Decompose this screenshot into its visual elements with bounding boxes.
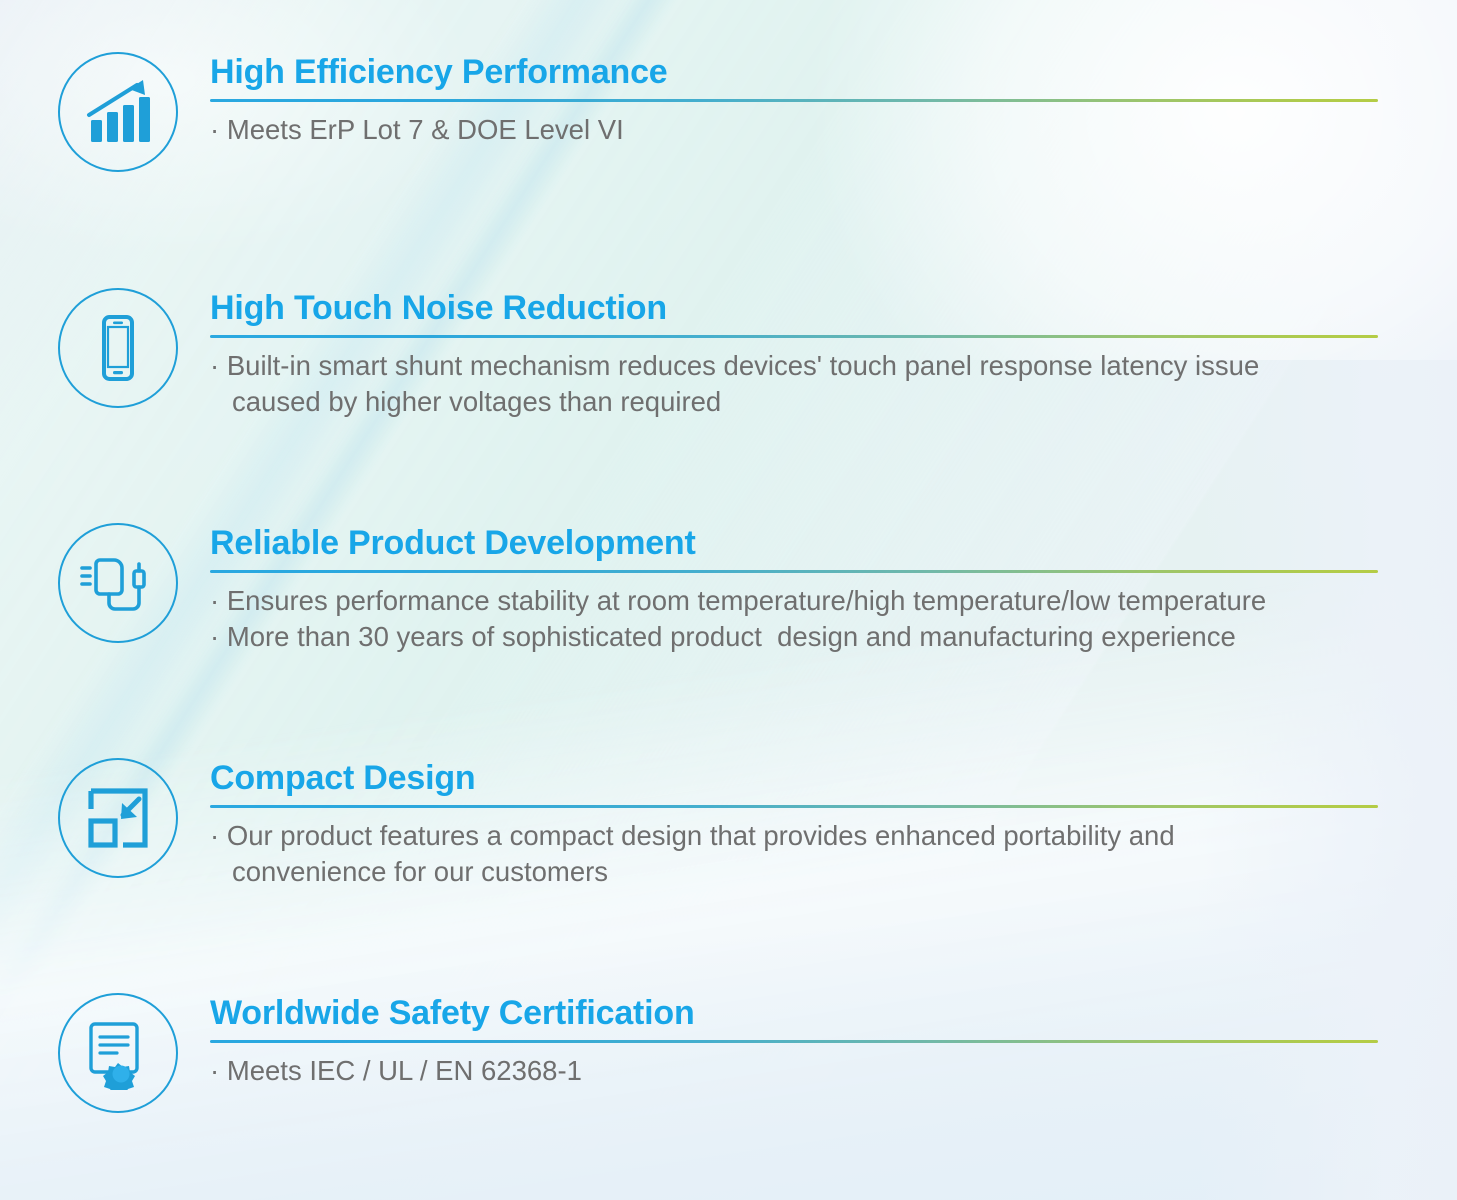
feature-bullets: · Our product features a compact design … bbox=[210, 818, 1378, 890]
feature-bullet-line: · More than 30 years of sophisticated pr… bbox=[210, 619, 1378, 655]
feature-divider bbox=[210, 99, 1378, 102]
feature-body: Worldwide Safety Certification · Meets I… bbox=[210, 993, 1378, 1089]
bullet-text: Meets IEC / UL / EN 62368-1 bbox=[226, 1055, 582, 1086]
feature-bullets: · Built-in smart shunt mechanism reduces… bbox=[210, 348, 1378, 420]
feature-bullet-line: · Meets ErP Lot 7 & DOE Level VI bbox=[210, 112, 1378, 148]
feature-bullet-line-continuation: caused by higher voltages than required bbox=[232, 386, 722, 417]
bullet-text: Our product features a compact design th… bbox=[226, 820, 1175, 851]
bullet-text: More than 30 years of sophisticated prod… bbox=[226, 621, 1236, 652]
feature-divider bbox=[210, 1040, 1378, 1043]
feature-bullet-line: · Our product features a compact design … bbox=[210, 818, 1378, 854]
bullet-mark: · bbox=[210, 621, 220, 652]
feature-bullet-line: · Meets IEC / UL / EN 62368-1 bbox=[210, 1053, 1378, 1089]
bullet-text: Built-in smart shunt mechanism reduces d… bbox=[226, 350, 1260, 381]
feature-divider bbox=[210, 805, 1378, 808]
feature-divider bbox=[210, 335, 1378, 338]
bullet-text: Ensures performance stability at room te… bbox=[226, 585, 1267, 616]
feature-bullets: · Meets IEC / UL / EN 62368-1 bbox=[210, 1053, 1378, 1089]
bullet-mark: · bbox=[210, 350, 220, 381]
feature-bullet-line: · Built-in smart shunt mechanism reduces… bbox=[210, 348, 1378, 384]
feature-bullets: · Ensures performance stability at room … bbox=[210, 583, 1378, 655]
feature-title: Compact Design bbox=[210, 759, 476, 797]
bullet-mark: · bbox=[210, 585, 220, 616]
feature-bullet-line: · Ensures performance stability at room … bbox=[210, 583, 1378, 619]
feature-bullets: · Meets ErP Lot 7 & DOE Level VI bbox=[210, 112, 1378, 148]
feature-title: Reliable Product Development bbox=[210, 524, 696, 562]
feature-body: Reliable Product Development · Ensures p… bbox=[210, 523, 1378, 655]
feature-body: Compact Design · Our product features a … bbox=[210, 758, 1378, 890]
power-adapter-icon bbox=[58, 523, 178, 643]
bullet-text: Meets ErP Lot 7 & DOE Level VI bbox=[226, 114, 624, 145]
feature-title: High Efficiency Performance bbox=[210, 53, 668, 91]
bullet-mark: · bbox=[210, 1055, 220, 1086]
bullet-mark: · bbox=[210, 114, 220, 145]
feature-divider bbox=[210, 570, 1378, 573]
feature-title: High Touch Noise Reduction bbox=[210, 289, 667, 327]
bullet-mark: · bbox=[210, 820, 220, 851]
feature-bullet-line-continuation: convenience for our customers bbox=[232, 856, 609, 887]
feature-body: High Touch Noise Reduction · Built-in sm… bbox=[210, 288, 1378, 420]
feature-body: High Efficiency Performance · Meets ErP … bbox=[210, 52, 1378, 148]
certificate-award-icon bbox=[58, 993, 178, 1113]
bar-chart-growth-icon bbox=[58, 52, 178, 172]
resize-compact-icon bbox=[58, 758, 178, 878]
feature-title: Worldwide Safety Certification bbox=[210, 994, 695, 1032]
smartphone-icon bbox=[58, 288, 178, 408]
